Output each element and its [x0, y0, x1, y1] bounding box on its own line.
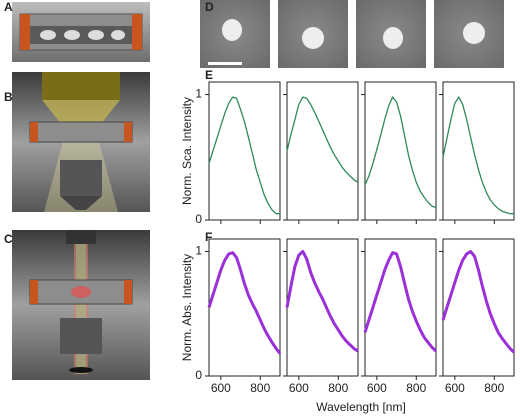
- panel-label: A: [4, 0, 13, 14]
- x-tick-label: 800: [484, 381, 504, 395]
- plot-frame: [442, 81, 515, 221]
- schematic-b: [12, 72, 150, 212]
- panel-label: C: [4, 232, 13, 246]
- spectrum-line: [441, 250, 516, 354]
- x-tick-label: 800: [250, 381, 270, 395]
- x-tick-label: 600: [367, 381, 387, 395]
- panel-label: F: [205, 230, 212, 244]
- y-axis-label: Norm. Sca. Intensity: [180, 97, 194, 205]
- y-tick-label: 1: [195, 87, 202, 101]
- plot-frame: [364, 81, 437, 221]
- plot-frame: [208, 238, 281, 377]
- spectrum-line: [363, 251, 438, 353]
- y-tick-label: 0: [195, 368, 202, 382]
- spectrum-line: [207, 251, 282, 355]
- plot-frame: [364, 238, 437, 377]
- spectrum-line: [442, 96, 514, 215]
- x-tick-label: 600: [289, 381, 309, 395]
- y-axis-label: Norm. Abs. Intensity: [180, 254, 194, 361]
- spectrum-line: [286, 96, 359, 183]
- x-tick-label: 800: [406, 381, 426, 395]
- plot-frame: [442, 238, 515, 377]
- schematic-c: [12, 230, 150, 380]
- x-tick-label: 800: [328, 381, 348, 395]
- x-tick-label: 600: [445, 381, 465, 395]
- panel-label: E: [205, 68, 213, 82]
- panel-label: B: [4, 90, 13, 104]
- spectrum-line: [364, 96, 437, 209]
- plot-frame: [286, 81, 359, 221]
- spectrum-line: [208, 96, 280, 215]
- panel-label: D: [205, 0, 214, 14]
- sem-images: [200, 0, 504, 68]
- plot-frame: [208, 81, 281, 221]
- y-tick-label: 1: [195, 244, 202, 258]
- y-tick-label: 0: [195, 212, 202, 226]
- x-tick-label: 600: [211, 381, 231, 395]
- x-axis-label: Wavelength [nm]: [316, 400, 406, 414]
- spectrum-line: [285, 250, 359, 353]
- schematic-a: [12, 2, 150, 62]
